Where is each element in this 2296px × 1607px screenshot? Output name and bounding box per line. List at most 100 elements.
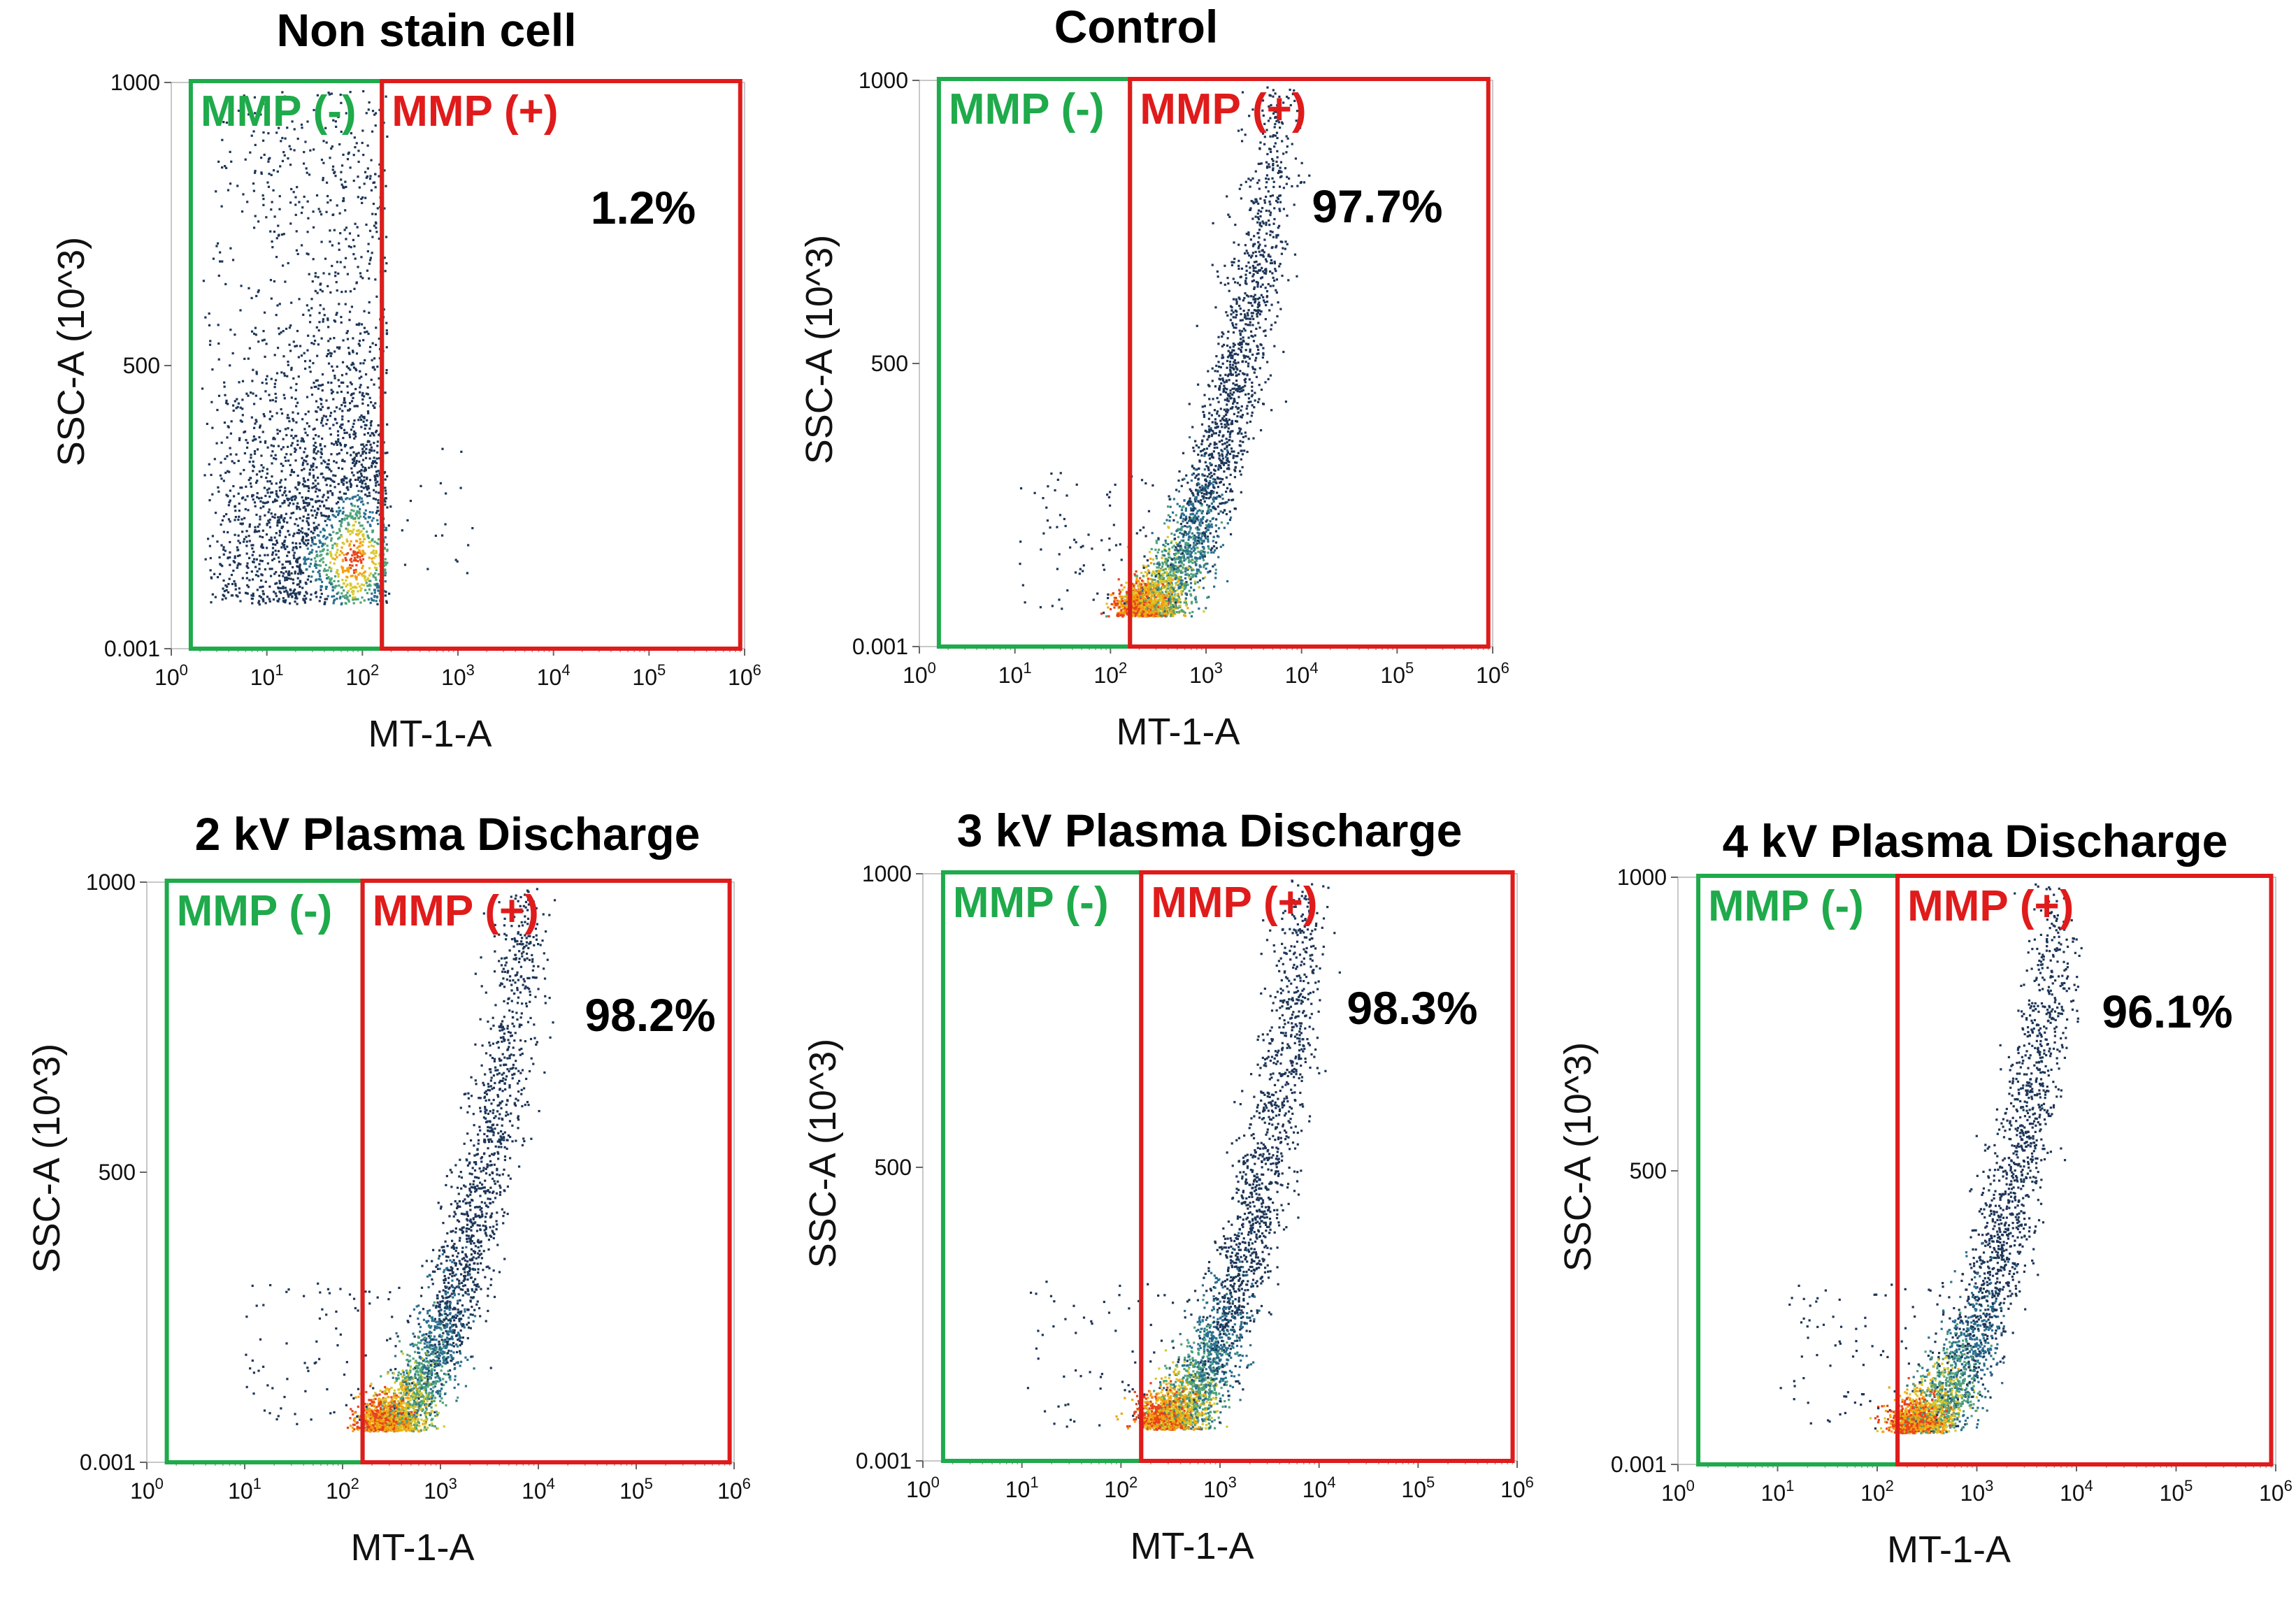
scatter-point — [274, 549, 277, 552]
scatter-point — [1237, 259, 1240, 262]
scatter-point — [305, 498, 308, 500]
scatter-point — [1184, 509, 1187, 512]
scatter-point — [278, 575, 281, 577]
scatter-point — [252, 592, 254, 595]
scatter-point — [211, 493, 214, 496]
scatter-point — [267, 113, 270, 115]
scatter-point — [1165, 571, 1168, 574]
scatter-point — [282, 330, 285, 333]
scatter-point — [1120, 609, 1123, 612]
scatter-point — [292, 542, 294, 545]
scatter-point — [1203, 493, 1206, 496]
scatter-point — [344, 257, 347, 259]
scatter-point — [322, 177, 324, 180]
scatter-point — [295, 558, 298, 561]
scatter-point — [332, 531, 335, 533]
scatter-point — [1177, 565, 1180, 568]
scatter-point — [378, 433, 380, 436]
scatter-point — [354, 478, 357, 482]
scatter-point — [359, 545, 361, 548]
scatter-point — [294, 593, 297, 596]
scatter-point — [353, 464, 356, 468]
scatter-point — [285, 459, 287, 462]
scatter-point — [1229, 319, 1232, 322]
scatter-point — [359, 524, 362, 527]
scatter-point — [305, 460, 308, 463]
scatter-point — [1238, 427, 1241, 430]
scatter-point — [1269, 230, 1272, 233]
scatter-point — [220, 563, 222, 566]
scatter-point — [466, 572, 469, 575]
scatter-point — [1190, 602, 1193, 605]
scatter-point — [1232, 311, 1235, 314]
gate-label-positive: MMP (+) — [392, 87, 558, 136]
scatter-point — [262, 505, 265, 508]
scatter-point — [1153, 572, 1156, 575]
scatter-point — [319, 564, 322, 567]
scatter-point — [329, 478, 333, 481]
scatter-point — [342, 507, 345, 510]
scatter-point — [361, 549, 364, 552]
scatter-point — [345, 477, 348, 480]
scatter-point — [283, 491, 286, 494]
scatter-point — [384, 500, 387, 503]
scatter-point — [326, 552, 329, 555]
scatter-point — [318, 321, 321, 324]
scatter-point — [1187, 561, 1191, 563]
scatter-point — [1078, 572, 1081, 575]
scatter-point — [282, 151, 285, 154]
scatter-point — [1189, 507, 1193, 510]
scatter-point — [385, 95, 387, 98]
scatter-point — [352, 363, 355, 366]
scatter-point — [1217, 336, 1220, 338]
scatter-point — [297, 483, 300, 487]
scatter-point — [386, 423, 389, 426]
scatter-point — [243, 517, 246, 519]
scatter-point — [268, 157, 271, 159]
scatter-point — [1238, 284, 1242, 287]
scatter-point — [1257, 352, 1260, 355]
scatter-point — [358, 186, 361, 189]
scatter-point — [375, 586, 379, 589]
scatter-point — [1200, 491, 1203, 494]
scatter-point — [1168, 565, 1171, 568]
scatter-point — [1165, 575, 1168, 577]
scatter-point — [384, 478, 387, 481]
scatter-point — [235, 453, 238, 456]
scatter-point — [261, 535, 264, 539]
scatter-point — [282, 544, 286, 547]
scatter-point — [325, 141, 328, 144]
scatter-point — [352, 510, 355, 512]
scatter-point — [1203, 496, 1205, 499]
scatter-point — [1161, 561, 1164, 564]
scatter-point — [340, 478, 343, 482]
scatter-point — [227, 518, 231, 521]
scatter-point — [329, 240, 331, 243]
scatter-point — [1224, 442, 1226, 445]
x-tick-label: 106 — [1476, 659, 1509, 688]
scatter-point — [339, 444, 343, 447]
scatter-point — [346, 567, 349, 570]
scatter-point — [225, 399, 228, 402]
scatter-point — [217, 394, 221, 397]
scatter-point — [1202, 586, 1205, 589]
scatter-point — [1224, 391, 1228, 394]
scatter-point — [1164, 591, 1168, 593]
scatter-point — [1114, 596, 1117, 600]
scatter-point — [321, 383, 324, 387]
scatter-point — [345, 112, 347, 115]
scatter-point — [1227, 373, 1230, 376]
scatter-point — [383, 207, 386, 210]
scatter-point — [359, 531, 361, 534]
scatter-point — [1203, 547, 1205, 550]
scatter-point — [1175, 489, 1178, 491]
scatter-point — [1117, 612, 1120, 615]
scatter-point — [313, 557, 316, 560]
scatter-point — [1231, 366, 1234, 369]
scatter-point — [355, 514, 359, 517]
scatter-point — [1201, 449, 1204, 452]
scatter-point — [351, 458, 354, 461]
scatter-point — [1256, 216, 1259, 219]
scatter-point — [1141, 591, 1144, 594]
scatter-point — [303, 485, 306, 488]
